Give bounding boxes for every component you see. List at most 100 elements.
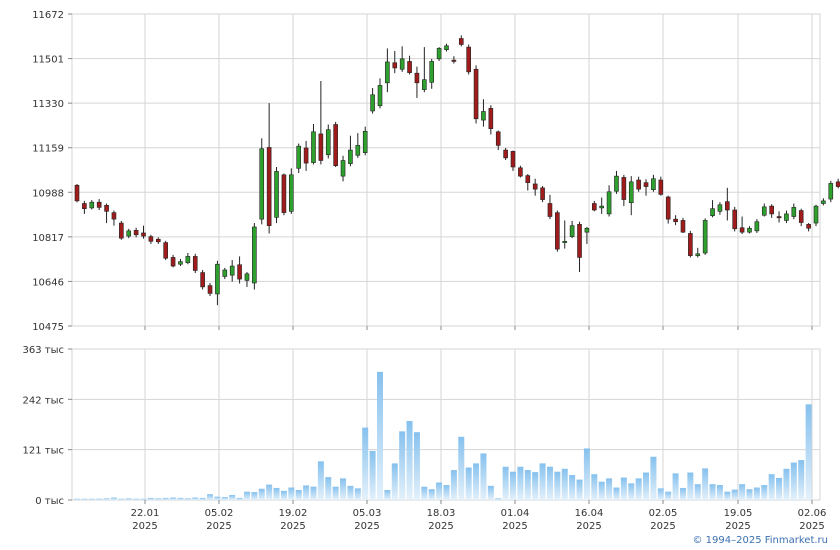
- candle: [192, 253, 198, 274]
- candle-body-down: [488, 108, 494, 129]
- volume-bar: [362, 427, 369, 500]
- volume-bars: [74, 371, 812, 500]
- volume-bar: [554, 471, 561, 500]
- candle: [606, 185, 612, 217]
- candle: [451, 56, 457, 64]
- volume-bar: [561, 468, 568, 500]
- candle: [104, 203, 109, 224]
- candle: [141, 225, 146, 239]
- candle-body-down: [458, 38, 464, 45]
- price-tick-label: 10475: [32, 322, 64, 333]
- volume-bar: [266, 484, 273, 500]
- candle: [636, 176, 641, 192]
- candle: [658, 176, 664, 196]
- volume-panel: 363 тыс 242 тыс 121 тыс 0 тыс: [23, 345, 821, 507]
- candle: [466, 44, 471, 75]
- volume-bar: [177, 497, 184, 500]
- volume-y-axis: 363 тыс 242 тыс 121 тыс 0 тыс: [23, 345, 64, 507]
- candle: [518, 165, 523, 178]
- candle: [614, 170, 619, 194]
- volume-bar: [768, 474, 775, 500]
- volume-bar: [783, 468, 790, 500]
- candle-body-up: [747, 227, 752, 233]
- volume-bar: [229, 495, 236, 500]
- volume-bar: [118, 498, 125, 500]
- candle: [651, 174, 656, 192]
- price-tick-label: 10988: [32, 188, 64, 199]
- candle: [725, 187, 730, 221]
- volume-bar: [376, 371, 383, 500]
- candle-body-up: [385, 61, 390, 84]
- x-tick-label-year: 2025: [280, 521, 305, 532]
- candle: [813, 204, 819, 227]
- volume-bar: [110, 497, 117, 500]
- volume-bar: [325, 477, 332, 500]
- volume-bar: [354, 488, 361, 500]
- candle-body-down: [407, 61, 412, 73]
- candle-body-down: [303, 147, 309, 164]
- volume-bar: [790, 462, 797, 500]
- candles: [74, 35, 840, 306]
- candle-body-up: [628, 181, 634, 204]
- candle: [74, 183, 80, 203]
- volume-bar: [665, 491, 672, 500]
- candle-body-up: [348, 149, 353, 164]
- volume-bar: [207, 494, 214, 500]
- volume-bar: [192, 497, 199, 500]
- volume-bar: [620, 477, 627, 500]
- candle: [510, 150, 516, 171]
- candle-body-down: [192, 256, 198, 271]
- candle-body-up: [761, 206, 767, 216]
- candle-body-down: [798, 210, 804, 223]
- candle: [259, 138, 265, 225]
- volume-bar: [524, 470, 531, 500]
- candle: [665, 195, 671, 224]
- volume-bar: [391, 463, 398, 500]
- candle: [266, 103, 272, 234]
- candle: [591, 200, 597, 212]
- candle: [170, 254, 176, 268]
- x-tick-label-year: 2025: [206, 521, 231, 532]
- candle-body-down: [281, 174, 287, 213]
- volume-bar: [613, 487, 620, 500]
- candle-body-down: [133, 230, 139, 236]
- candle-body-down: [466, 46, 471, 73]
- candle-body-up: [710, 208, 715, 217]
- volume-bar: [583, 448, 590, 500]
- x-tick-label-year: 2025: [502, 521, 527, 532]
- volume-bar: [443, 485, 450, 500]
- volume-tick-label: 242 тыс: [23, 395, 64, 406]
- candle: [392, 51, 398, 74]
- candle-body-down: [155, 238, 161, 243]
- candle-body-down: [769, 205, 774, 215]
- candle-body-up: [717, 204, 723, 212]
- candle-body-down: [74, 184, 80, 202]
- candle-body-up: [89, 201, 95, 209]
- candle-body-up: [562, 240, 568, 243]
- volume-bar: [295, 490, 302, 500]
- candle-body-down: [665, 196, 671, 220]
- volume-bar: [650, 456, 657, 500]
- candle: [747, 226, 752, 234]
- candle-body-up: [355, 145, 361, 156]
- volume-bar: [251, 492, 258, 500]
- copyright-text[interactable]: © 1994–2025 Finmarket.ru: [692, 535, 828, 546]
- volume-bar: [510, 471, 517, 500]
- candle-body-down: [636, 179, 641, 190]
- candle: [377, 78, 383, 109]
- candle-body-up: [370, 94, 375, 112]
- x-tick-label-date: 18.03: [427, 508, 456, 519]
- candle: [185, 253, 191, 265]
- volume-bar: [606, 478, 613, 500]
- volume-bar: [702, 468, 709, 500]
- volume-bar: [236, 497, 243, 500]
- candle-body-up: [296, 145, 302, 169]
- volume-bar: [628, 483, 635, 500]
- candle: [584, 226, 590, 244]
- volume-bar: [805, 404, 812, 500]
- candle-body-up: [289, 174, 294, 212]
- volume-bar: [214, 496, 221, 500]
- x-tick-label-year: 2025: [428, 521, 453, 532]
- candle: [769, 204, 774, 218]
- candle-body-down: [495, 131, 501, 146]
